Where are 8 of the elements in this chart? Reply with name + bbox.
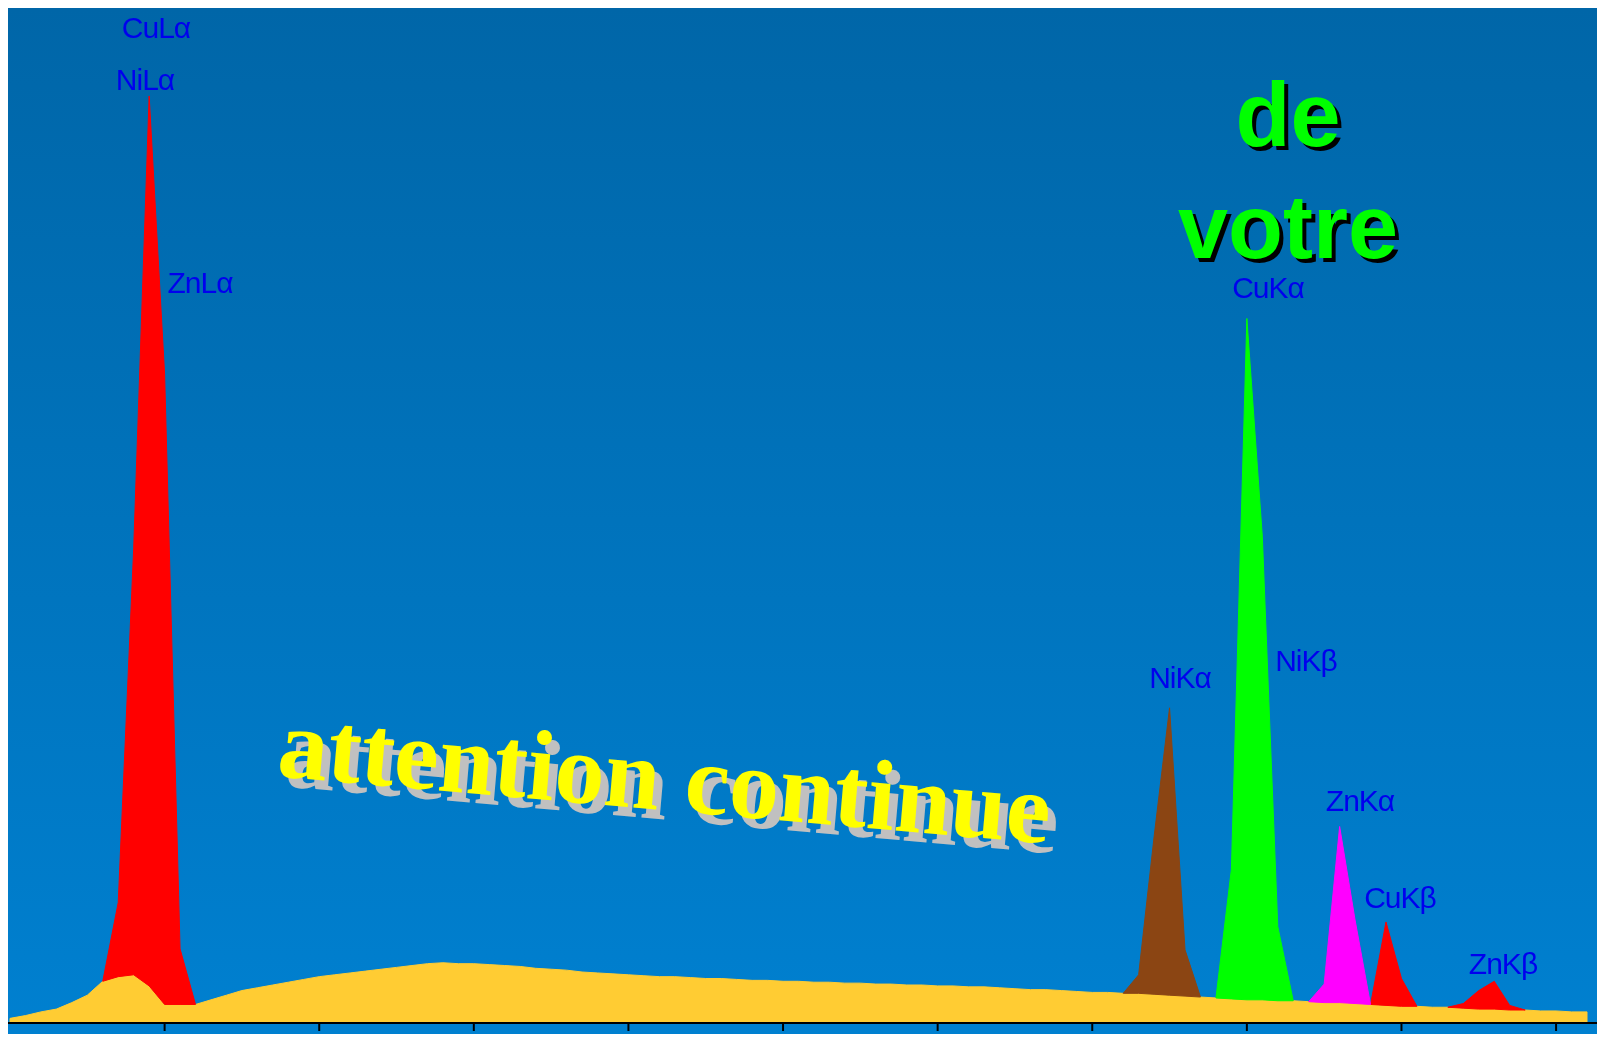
text: CuLα <box>121 11 191 44</box>
annotation: ZnKα <box>1325 784 1395 817</box>
annotation: NiKβ <box>1275 644 1338 677</box>
annotation: ZnLα <box>167 266 234 299</box>
annotation: CuKβ <box>1364 881 1437 914</box>
annotation: ZnKβ <box>1468 947 1538 980</box>
text: NiLα <box>115 63 175 96</box>
annotation: NiKα <box>1149 661 1212 694</box>
